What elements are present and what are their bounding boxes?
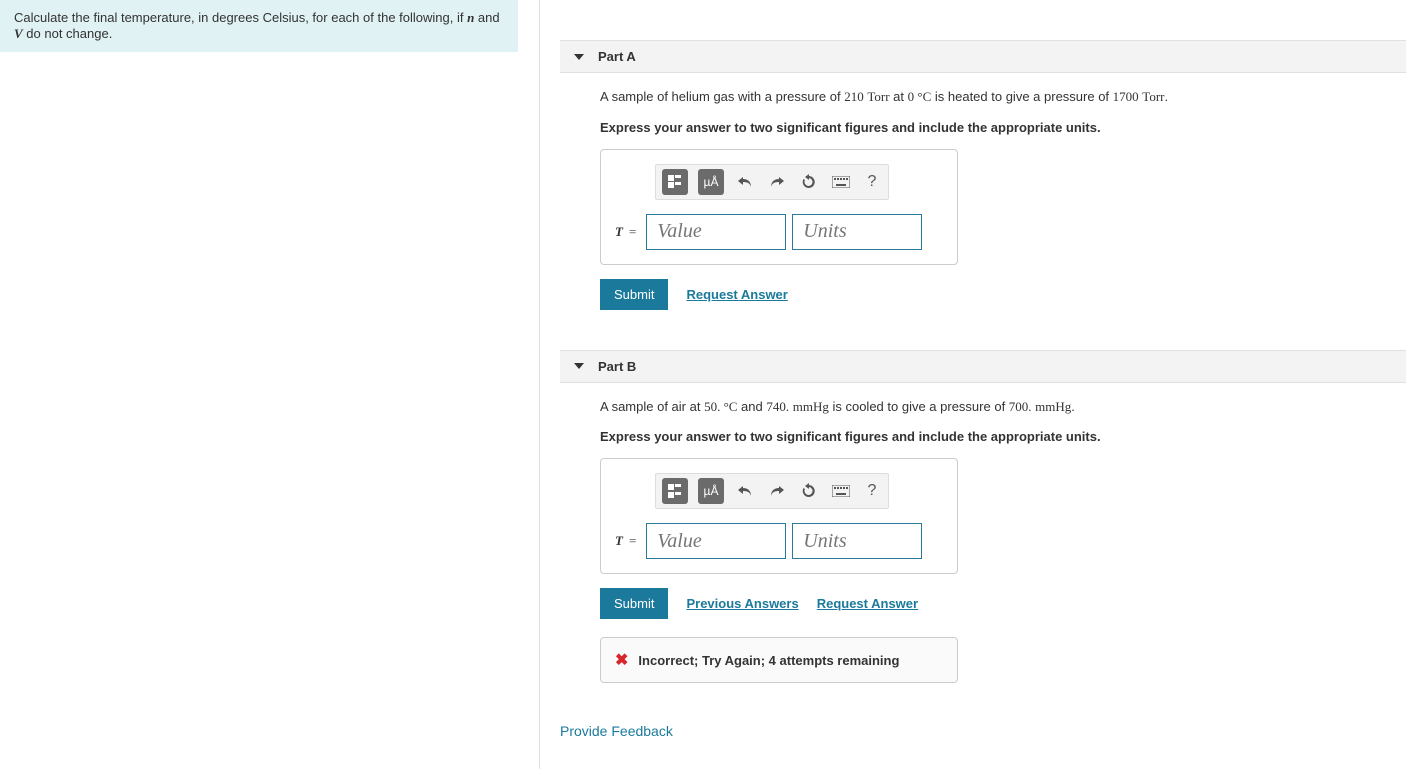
feedback-box: ✖ Incorrect; Try Again; 4 attempts remai… xyxy=(600,637,958,683)
part-b-instruction: Express your answer to two significant f… xyxy=(600,427,1392,448)
units-symbols-icon[interactable]: µÅ xyxy=(698,478,724,504)
request-answer-link[interactable]: Request Answer xyxy=(817,596,918,611)
units-symbols-icon[interactable]: µÅ xyxy=(698,169,724,195)
part-b-input-row: T = xyxy=(615,523,943,559)
prompt-and: and xyxy=(474,10,499,25)
equals-label: = xyxy=(629,533,636,549)
keyboard-icon[interactable] xyxy=(830,169,852,195)
provide-feedback-link[interactable]: Provide Feedback xyxy=(560,723,1406,739)
part-a-title: Part A xyxy=(598,49,636,64)
part-a-header[interactable]: Part A xyxy=(560,40,1406,73)
part-a-actions: Submit Request Answer xyxy=(600,279,1392,310)
answer-column: Part A A sample of helium gas with a pre… xyxy=(540,0,1406,769)
undo-icon[interactable] xyxy=(734,478,756,504)
collapse-icon xyxy=(574,363,584,369)
equation-toolbar: µÅ ? xyxy=(655,164,889,200)
templates-icon[interactable] xyxy=(662,478,688,504)
feedback-message: Incorrect; Try Again; 4 attempts remaini… xyxy=(638,653,899,668)
prompt-tail: do not change. xyxy=(23,26,113,41)
templates-icon[interactable] xyxy=(662,169,688,195)
value-input[interactable] xyxy=(646,214,786,250)
help-icon[interactable]: ? xyxy=(862,169,882,195)
units-input[interactable] xyxy=(792,523,922,559)
prompt-var-v: V xyxy=(14,26,23,41)
part-a-input-row: T = xyxy=(615,214,943,250)
variable-label: T xyxy=(615,224,623,240)
reset-icon[interactable] xyxy=(798,169,820,195)
help-icon[interactable]: ? xyxy=(862,478,882,504)
keyboard-icon[interactable] xyxy=(830,478,852,504)
undo-icon[interactable] xyxy=(734,169,756,195)
variable-label: T xyxy=(615,533,623,549)
part-a-answer-box: µÅ ? T = xyxy=(600,149,958,265)
units-input[interactable] xyxy=(792,214,922,250)
part-a-question: A sample of helium gas with a pressure o… xyxy=(600,87,1392,108)
part-b-body: A sample of air at 50. °C and 740. mmHg … xyxy=(540,383,1406,684)
redo-icon[interactable] xyxy=(766,478,788,504)
previous-answers-link[interactable]: Previous Answers xyxy=(686,596,798,611)
collapse-icon xyxy=(574,54,584,60)
part-b-answer-box: µÅ ? T = xyxy=(600,458,958,574)
submit-button[interactable]: Submit xyxy=(600,279,668,310)
question-prompt: Calculate the final temperature, in degr… xyxy=(0,0,518,52)
equation-toolbar: µÅ ? xyxy=(655,473,889,509)
part-b-header[interactable]: Part B xyxy=(560,350,1406,383)
reset-icon[interactable] xyxy=(798,478,820,504)
part-b-question: A sample of air at 50. °C and 740. mmHg … xyxy=(600,397,1392,418)
request-answer-link[interactable]: Request Answer xyxy=(686,287,787,302)
part-b-actions: Submit Previous Answers Request Answer xyxy=(600,588,1392,619)
equals-label: = xyxy=(629,224,636,240)
part-a-instruction: Express your answer to two significant f… xyxy=(600,118,1392,139)
incorrect-icon: ✖ xyxy=(615,650,628,670)
part-a-body: A sample of helium gas with a pressure o… xyxy=(540,73,1406,310)
value-input[interactable] xyxy=(646,523,786,559)
submit-button[interactable]: Submit xyxy=(600,588,668,619)
redo-icon[interactable] xyxy=(766,169,788,195)
part-b-title: Part B xyxy=(598,359,636,374)
question-prompt-column: Calculate the final temperature, in degr… xyxy=(0,0,540,769)
prompt-text: Calculate the final temperature, in degr… xyxy=(14,10,467,25)
